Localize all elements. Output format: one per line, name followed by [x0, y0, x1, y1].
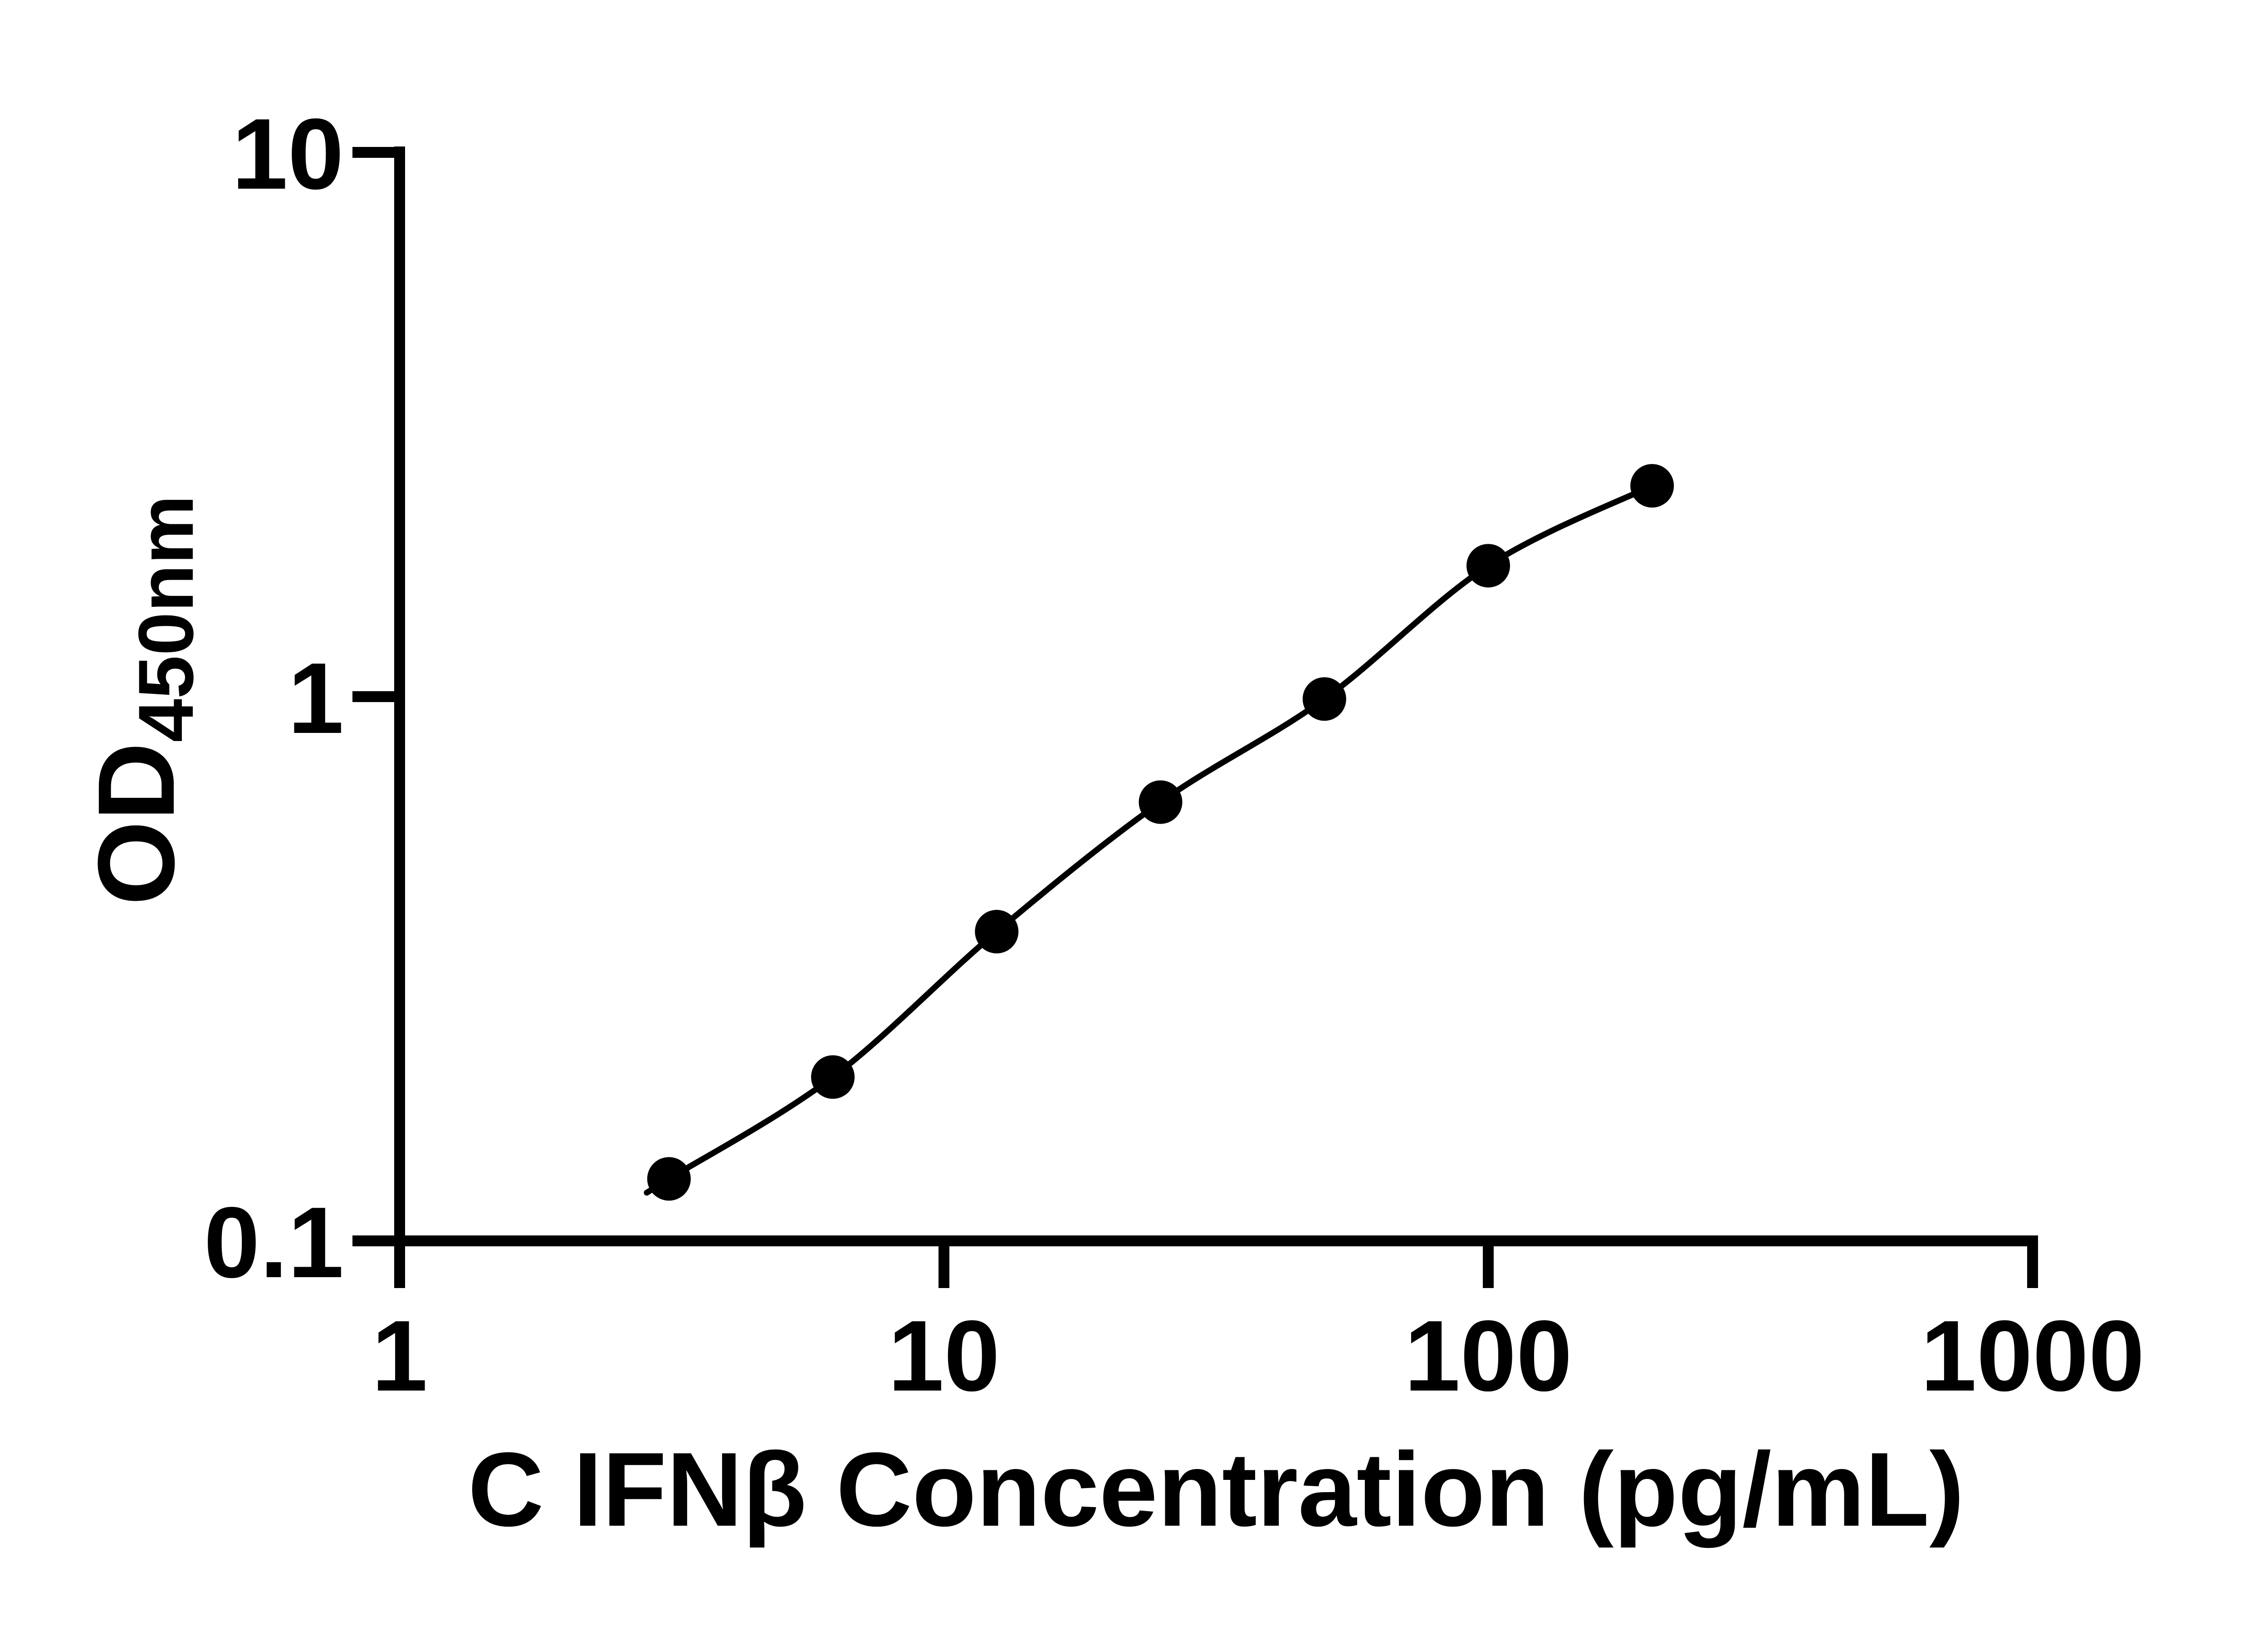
fit-curve: [644, 483, 1654, 1196]
data-point: [975, 910, 1019, 954]
x-tick-label: 100: [1404, 1300, 1572, 1412]
x-tick-label: 1000: [1921, 1300, 2145, 1412]
data-point: [1466, 544, 1510, 588]
data-point: [1302, 677, 1346, 721]
y-axis-title: OD450nm: [75, 495, 210, 906]
x-tick-label: 1: [371, 1300, 427, 1412]
y-tick-label: 10: [232, 98, 344, 210]
x-axis-title: C IFNβ Concentration (pg/mL): [468, 1431, 1964, 1548]
data-point: [1630, 464, 1674, 508]
svg-text:OD450nm: OD450nm: [75, 495, 210, 906]
y-tick-label: 0.1: [204, 1186, 344, 1299]
data-point: [811, 1055, 855, 1099]
y-axis-title-main: OD: [75, 742, 197, 905]
axis-ticks: [352, 147, 2038, 1288]
x-tick-label: 10: [888, 1300, 1000, 1412]
axis-lines: [394, 146, 2038, 1246]
data-point: [647, 1157, 691, 1201]
data-series: [644, 464, 1674, 1201]
y-axis-title-subscript: 450nm: [122, 495, 210, 742]
y-tick-label: 1: [288, 642, 344, 755]
data-point: [1139, 780, 1183, 824]
